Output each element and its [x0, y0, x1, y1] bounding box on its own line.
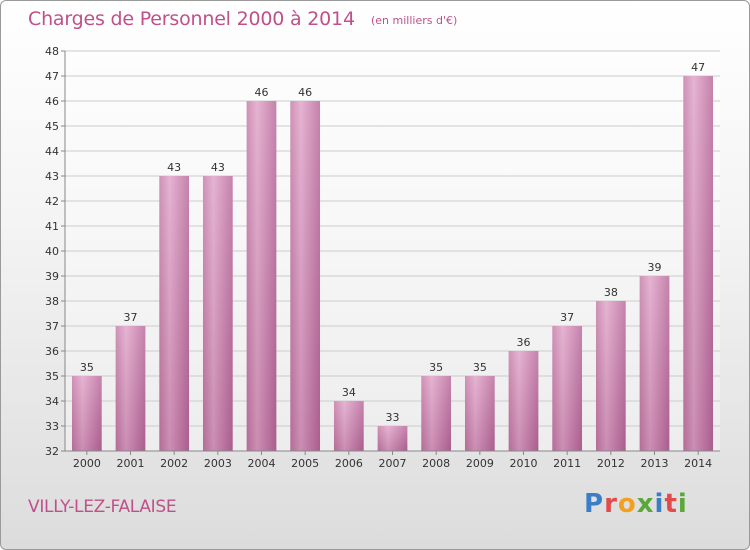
bar-shade-2014	[683, 76, 714, 451]
y-tick-label: 35	[45, 370, 59, 383]
y-tick-label: 34	[45, 395, 59, 408]
bar-value-label: 37	[124, 311, 138, 324]
bar-value-label: 39	[648, 261, 662, 274]
y-tick-label: 32	[45, 445, 59, 458]
x-tick-label: 2003	[204, 457, 232, 470]
x-tick-label: 2004	[248, 457, 276, 470]
y-tick-label: 38	[45, 295, 59, 308]
y-tick-label: 46	[45, 95, 59, 108]
logo-letter: r	[604, 489, 618, 519]
bar-shade-2011	[552, 326, 583, 451]
x-tick-label: 2013	[641, 457, 669, 470]
bar-shade-2004	[246, 101, 277, 451]
bar-shade-2007	[377, 426, 408, 451]
logo-letter: x	[636, 489, 655, 519]
bar-value-label: 38	[604, 286, 618, 299]
y-tick-label: 44	[45, 145, 59, 158]
axis-layer: 32 33 34 35 36 37 38 39 40 41 42 43 44 45 46 47 48 2000 20…	[45, 45, 720, 470]
bar-value-label: 43	[167, 161, 181, 174]
logo-letter: P	[584, 489, 605, 519]
x-tick-label: 2002	[160, 457, 188, 470]
x-tick-label: 2010	[510, 457, 538, 470]
y-tick-label: 47	[45, 70, 59, 83]
x-tick-label: 2007	[379, 457, 407, 470]
bar-value-label: 46	[298, 86, 312, 99]
x-tick-label: 2000	[73, 457, 101, 470]
y-tick-label: 42	[45, 195, 59, 208]
logo-letter: i	[677, 489, 688, 519]
y-tick-label: 33	[45, 420, 59, 433]
bar-layer: 35 37 43 43 46 46 34 33 35 35 36 37 38 39 47	[71, 61, 714, 451]
bar-value-label: 37	[560, 311, 574, 324]
chart-subtitle: (en milliers d'€)	[371, 14, 458, 27]
bar-shade-2006	[333, 401, 364, 451]
bar-shade-2002	[159, 176, 190, 451]
bar-value-label: 33	[386, 411, 400, 424]
x-tick-label: 2014	[684, 457, 712, 470]
bar-value-label: 47	[691, 61, 705, 74]
x-tick-label: 2011	[553, 457, 581, 470]
y-tick-label: 36	[45, 345, 59, 358]
x-tick-label: 2012	[597, 457, 625, 470]
y-tick-label: 48	[45, 45, 59, 58]
bar-shade-2010	[508, 351, 539, 451]
bar-value-label: 43	[211, 161, 225, 174]
x-tick-label: 2008	[422, 457, 450, 470]
x-tick-label: 2001	[117, 457, 145, 470]
bar-shade-2008	[421, 376, 452, 451]
x-tick-label: 2006	[335, 457, 363, 470]
y-tick-label: 45	[45, 120, 59, 133]
bar-value-label: 35	[429, 361, 443, 374]
y-tick-label: 37	[45, 320, 59, 333]
logo-letter: t	[664, 489, 678, 519]
bar-value-label: 46	[255, 86, 269, 99]
bar-shade-2009	[464, 376, 495, 451]
bar-value-label: 35	[80, 361, 94, 374]
bar-shade-2000	[71, 376, 102, 451]
bar-shade-2012	[595, 301, 626, 451]
y-tick-label: 43	[45, 170, 59, 183]
y-tick-label: 41	[45, 220, 59, 233]
logo-letter: o	[617, 489, 637, 519]
bar-shade-2005	[290, 101, 321, 451]
town-name: VILLY-LEZ-FALAISE	[28, 497, 177, 517]
bar-value-label: 36	[517, 336, 531, 349]
bar-shade-2001	[115, 326, 146, 451]
bar-shade-2013	[639, 276, 670, 451]
proxiti-logo: Proxiti	[584, 489, 688, 519]
x-tick-label: 2005	[291, 457, 319, 470]
bar-value-label: 35	[473, 361, 487, 374]
x-tick-label: 2009	[466, 457, 494, 470]
y-tick-label: 39	[45, 270, 59, 283]
chart-title: Charges de Personnel 2000 à 2014	[28, 8, 355, 30]
y-tick-label: 40	[45, 245, 59, 258]
logo-letter: i	[654, 489, 665, 519]
bar-shade-2003	[202, 176, 233, 451]
bar-value-label: 34	[342, 386, 356, 399]
